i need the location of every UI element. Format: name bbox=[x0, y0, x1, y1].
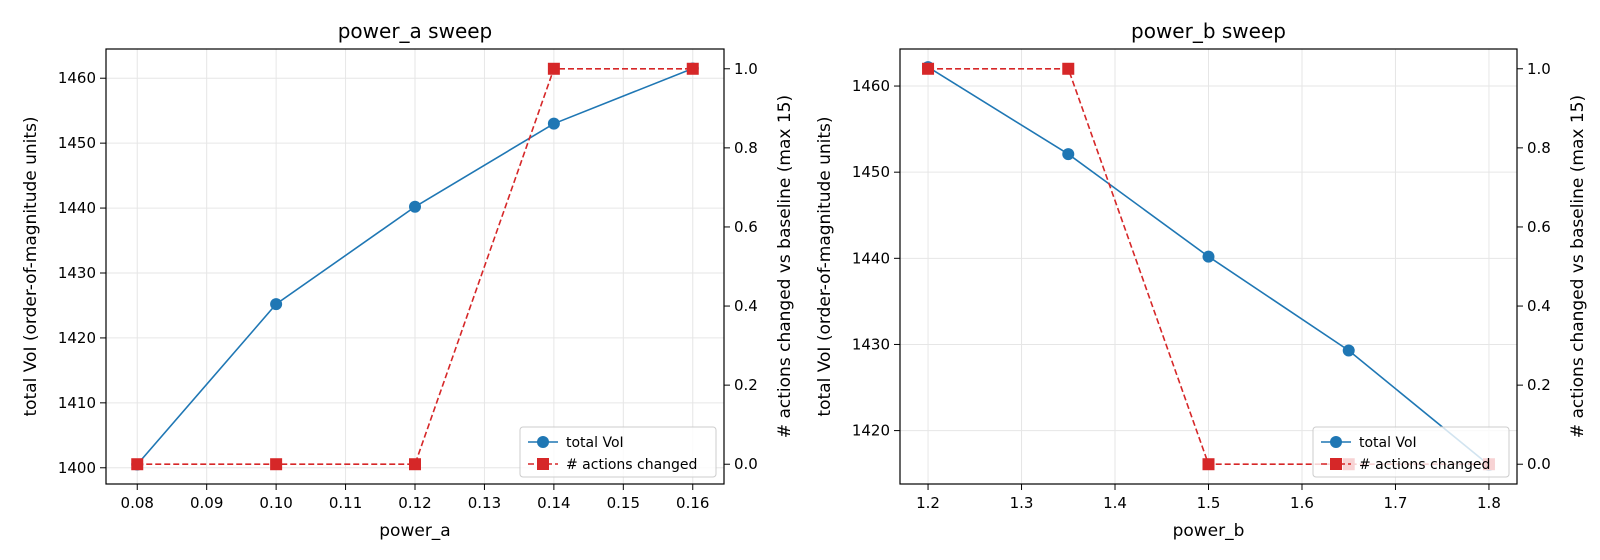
chart-1-y-tick-label: 1460 bbox=[58, 69, 96, 87]
chart-2-y2-tick-label: 0.4 bbox=[1527, 297, 1551, 315]
chart-1-actions-point bbox=[686, 62, 699, 75]
chart-2-y-tick-label: 1450 bbox=[852, 163, 890, 181]
chart-2-y-tick-label: 1460 bbox=[852, 77, 890, 95]
chart-2-x-axis-label: power_b bbox=[1173, 521, 1245, 541]
chart-2-voi-point bbox=[1342, 344, 1355, 357]
chart-1-y2-tick-label: 0.2 bbox=[734, 376, 758, 394]
chart-2-x-tick-label: 1.2 bbox=[916, 494, 940, 512]
chart-1-y2-tick-label: 1.0 bbox=[734, 60, 758, 78]
chart-1-y2-tick-label: 0.8 bbox=[734, 139, 758, 157]
chart-1-y-axis-label: total VoI (order-of-magnitude units) bbox=[21, 116, 41, 416]
chart-2-x-tick-label: 1.7 bbox=[1384, 494, 1408, 512]
chart-1-x-axis-label: power_a bbox=[379, 521, 450, 541]
chart-2-y-tick-label: 1420 bbox=[852, 422, 890, 440]
chart-2-x-tick-label: 1.5 bbox=[1197, 494, 1221, 512]
chart-1-voi-point bbox=[547, 117, 560, 130]
chart-2-y2-axis-label: # actions changed vs baseline (max 15) bbox=[1568, 95, 1588, 438]
chart-1-legend-marker bbox=[537, 458, 549, 470]
chart-1-y-tick-label: 1400 bbox=[58, 459, 96, 477]
chart-2-y-axis-label: total VoI (order-of-magnitude units) bbox=[815, 116, 835, 416]
chart-1-legend-label: # actions changed bbox=[566, 457, 697, 473]
chart-2-voi-point bbox=[1202, 250, 1215, 263]
chart-2-legend-label: # actions changed bbox=[1359, 457, 1490, 473]
chart-1-x-tick-label: 0.14 bbox=[537, 494, 570, 512]
chart-1-y2-tick-label: 0.6 bbox=[734, 218, 758, 236]
chart-1-actions-point bbox=[131, 458, 144, 471]
chart-1-voi-point bbox=[409, 200, 421, 213]
chart-2-plot-frame bbox=[899, 48, 1518, 485]
chart-2-x-tick-label: 1.8 bbox=[1477, 494, 1501, 512]
chart-1-y-tick-label: 1430 bbox=[58, 264, 96, 282]
chart-2-legend-marker bbox=[1330, 458, 1342, 470]
chart-2-y-tick-label: 1440 bbox=[852, 249, 890, 267]
chart-1-y-tick-label: 1450 bbox=[58, 134, 96, 152]
chart-1-x-tick-label: 0.08 bbox=[121, 494, 154, 512]
chart-1-plot-frame bbox=[105, 48, 725, 485]
chart-1-legend-box bbox=[519, 426, 717, 478]
chart-1-x-tick-label: 0.09 bbox=[190, 494, 223, 512]
chart-1-x-tick-label: 0.13 bbox=[468, 494, 501, 512]
chart-1-title: power_a sweep bbox=[338, 19, 493, 43]
chart-1-legend-marker bbox=[537, 436, 549, 448]
chart-2-y2-tick-label: 0.8 bbox=[1527, 139, 1551, 157]
chart-1-actions-point bbox=[409, 458, 421, 471]
chart-2-legend-box bbox=[1312, 426, 1510, 478]
chart-1-x-tick-label: 0.10 bbox=[259, 494, 292, 512]
chart-2-legend-marker bbox=[1330, 436, 1342, 448]
chart-2-x-tick-label: 1.3 bbox=[1010, 494, 1034, 512]
chart-1-y-tick-label: 1410 bbox=[58, 394, 96, 412]
chart-1-y-tick-label: 1440 bbox=[58, 199, 96, 217]
chart-1-y-tick-label: 1420 bbox=[58, 329, 96, 347]
chart-2-title: power_b sweep bbox=[1131, 19, 1286, 43]
chart-2-x-tick-label: 1.4 bbox=[1103, 494, 1127, 512]
chart-1-x-tick-label: 0.12 bbox=[398, 494, 431, 512]
chart-2-y2-tick-label: 0.6 bbox=[1527, 218, 1551, 236]
chart-1-y2-tick-label: 0.0 bbox=[734, 455, 758, 473]
chart-1-actions-series-line bbox=[137, 67, 693, 466]
chart-1-x-tick-label: 0.16 bbox=[676, 494, 709, 512]
chart-1-x-tick-label: 0.15 bbox=[607, 494, 640, 512]
chart-2-actions-point bbox=[1202, 458, 1215, 471]
chart-1-actions-point bbox=[270, 458, 283, 471]
chart-1-x-tick-label: 0.11 bbox=[329, 494, 362, 512]
chart-1-legend-label: total VoI bbox=[566, 435, 624, 451]
chart-2-legend-label: total VoI bbox=[1359, 435, 1417, 451]
chart-2-y2-tick-label: 0.0 bbox=[1527, 455, 1551, 473]
chart-2-actions-point bbox=[922, 62, 935, 75]
chart-2-y2-tick-label: 1.0 bbox=[1527, 60, 1551, 78]
chart-1-y2-tick-label: 0.4 bbox=[734, 297, 758, 315]
chart-1-y2-axis-label: # actions changed vs baseline (max 15) bbox=[775, 95, 795, 438]
chart-2-actions-point bbox=[1062, 62, 1075, 75]
chart-1-actions-point bbox=[547, 62, 560, 75]
chart-2-y-tick-label: 1430 bbox=[852, 335, 890, 353]
chart-2-voi-point bbox=[1062, 148, 1075, 161]
chart-2-x-tick-label: 1.6 bbox=[1290, 494, 1314, 512]
chart-2-y2-tick-label: 0.2 bbox=[1527, 376, 1551, 394]
chart-1-voi-point bbox=[270, 298, 283, 311]
